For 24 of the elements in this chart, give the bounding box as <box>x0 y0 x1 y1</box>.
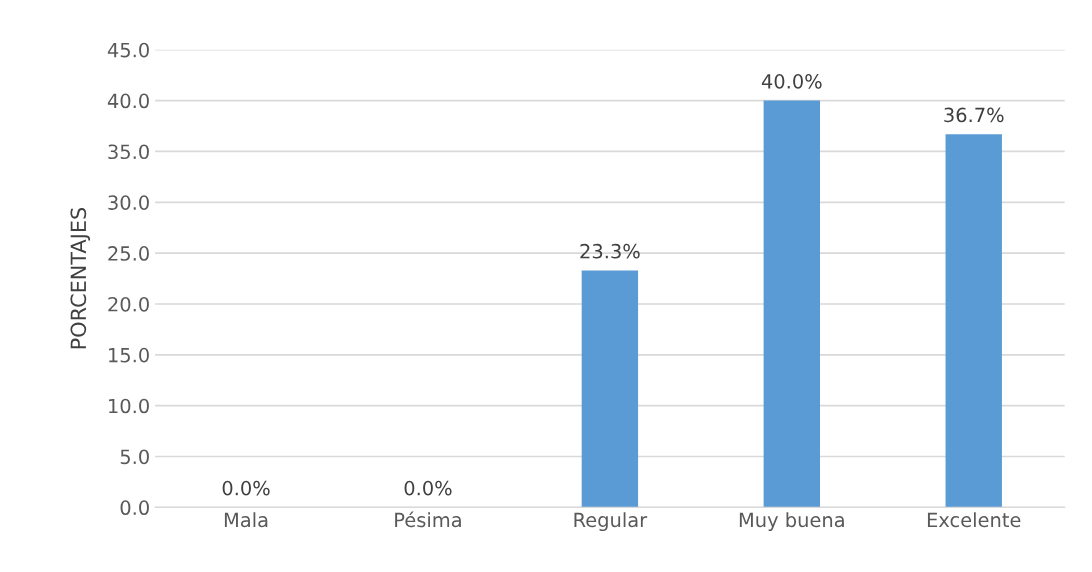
y-tick-label: 25.0 <box>108 246 149 261</box>
bar <box>945 134 1002 508</box>
y-tick-label: 10.0 <box>109 398 149 414</box>
bar <box>763 100 821 508</box>
bar <box>581 270 639 508</box>
data-label: 36.7% <box>944 107 1004 123</box>
y-tick-label: 5.0 <box>120 449 149 465</box>
x-tick-label: Excelente <box>927 512 1021 528</box>
x-tick-label: Regular <box>574 512 648 532</box>
x-tick-label: Mala <box>224 512 268 528</box>
data-label: 0.0% <box>222 480 270 496</box>
y-tick-label: 45.0 <box>107 42 149 58</box>
y-tick-label: 0.0 <box>120 500 149 516</box>
data-label: 0.0% <box>404 480 452 496</box>
y-tick-label: 35.0 <box>108 144 149 160</box>
y-tick-label: 40.0 <box>107 93 149 109</box>
y-tick-label: 30.0 <box>108 195 149 210</box>
y-axis-title: PORCENTAJES <box>70 207 91 349</box>
data-label: 23.3% <box>580 243 640 259</box>
y-tick-label: 15.0 <box>109 347 149 363</box>
x-tick-label: Pésima <box>395 511 461 528</box>
x-tick-label: Muy buena <box>739 512 844 532</box>
data-label: 40.0% <box>761 74 822 89</box>
y-tick-label: 20.0 <box>108 296 149 312</box>
